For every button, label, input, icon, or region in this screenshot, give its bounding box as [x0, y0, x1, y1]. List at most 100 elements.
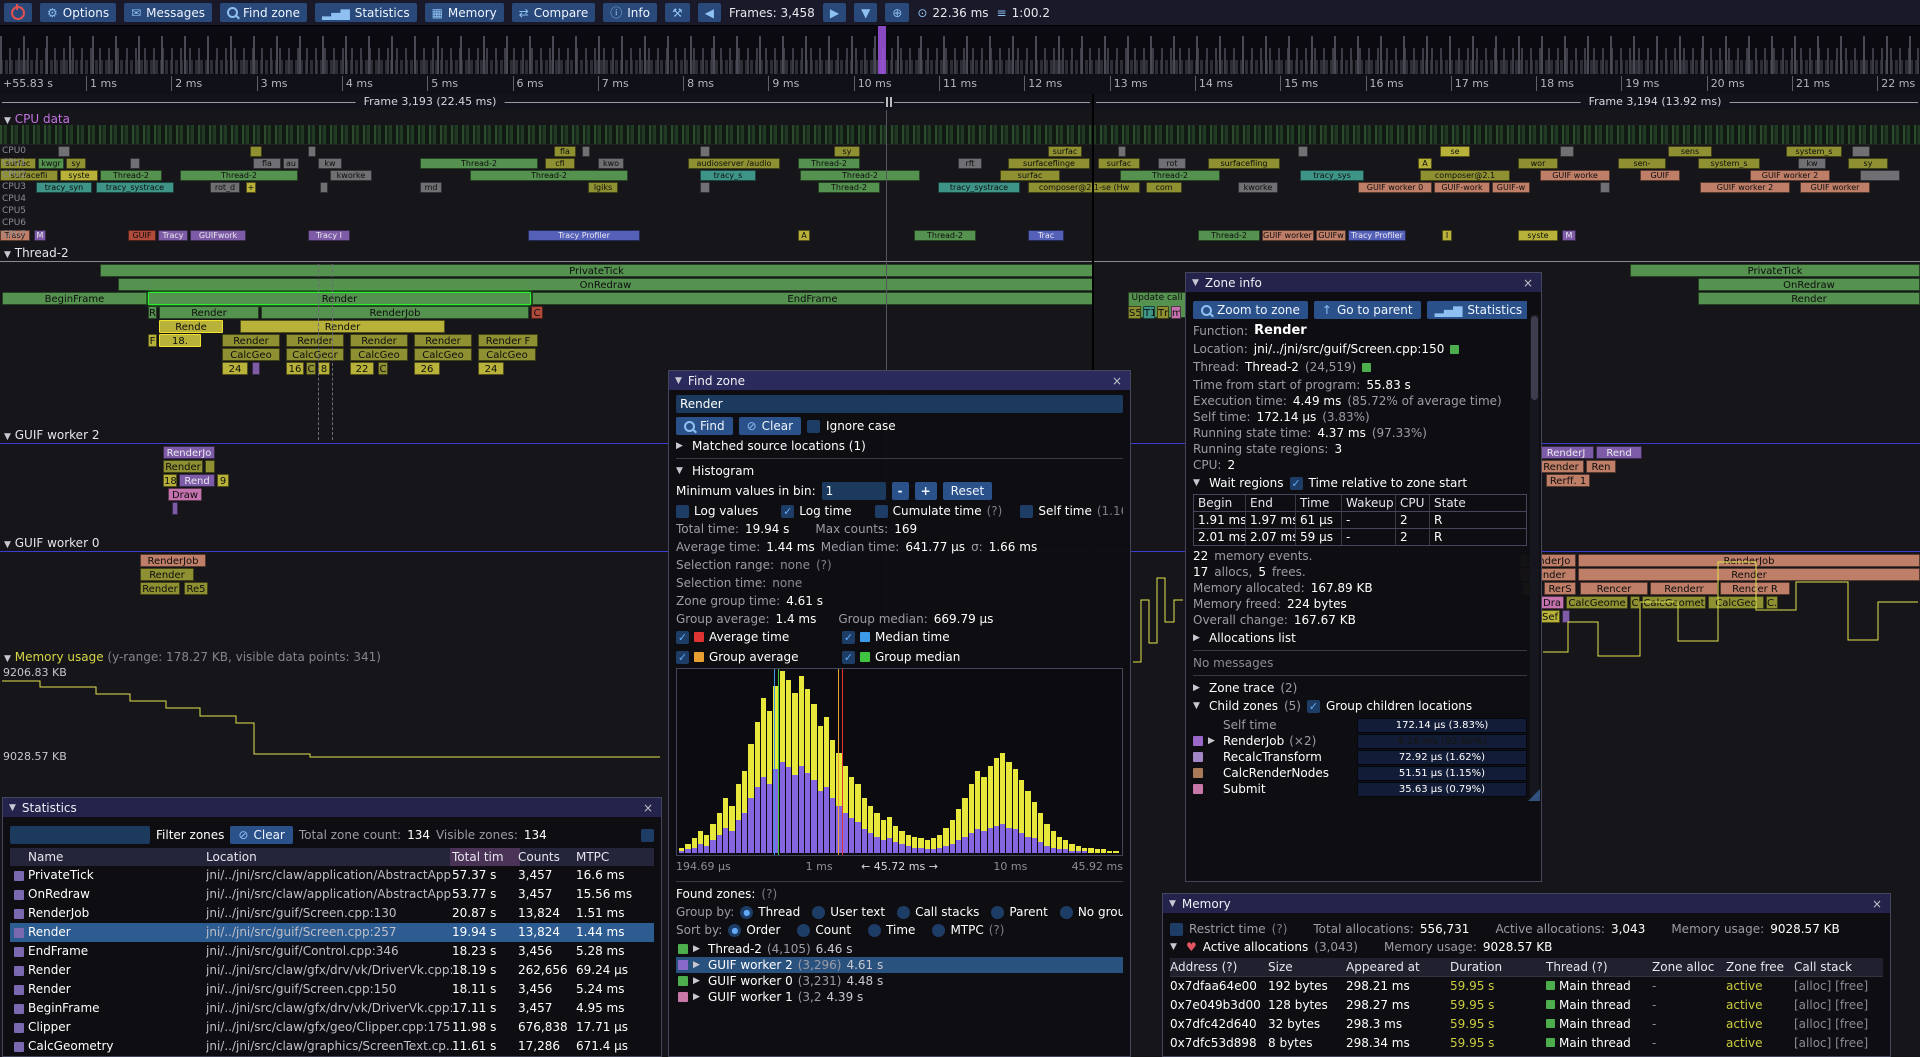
timeline-zone[interactable]: Render — [1698, 292, 1920, 305]
timeline-zone[interactable]: Render — [140, 568, 194, 581]
filter-input[interactable] — [10, 826, 150, 844]
cpu-zone[interactable]: Thread-2 — [420, 158, 538, 169]
allocation-row[interactable]: 0x7e049b3d00 128 bytes 298.27 ms 59.95 s… — [1170, 996, 1883, 1015]
histogram-bar[interactable] — [1075, 845, 1081, 853]
cpu-zone[interactable]: Thread-2 — [818, 182, 880, 193]
cpu-zone[interactable] — [250, 146, 262, 157]
allocation-row[interactable]: 0x7dfc42d640 32 bytes 298.3 ms 59.95 s M… — [1170, 1015, 1883, 1034]
histogram-bar[interactable] — [741, 771, 748, 853]
child-zone-row[interactable]: RecalcTransform 72.92 μs (1.62%) — [1193, 749, 1527, 765]
histogram-bar[interactable] — [899, 831, 905, 853]
checkbox[interactable] — [1020, 504, 1034, 518]
cpu-zone[interactable]: kw — [318, 158, 342, 169]
histogram-bar[interactable] — [930, 838, 937, 853]
cpu-zone[interactable] — [582, 146, 590, 157]
time-ruler[interactable]: +55.83 s 1 ms 2 ms 3 ms 4 ms 5 ms 6 ms 7 ms 8 m… — [0, 74, 1920, 95]
find-zone-button[interactable]: Find zone — [220, 3, 308, 22]
histogram-bar[interactable] — [1107, 851, 1113, 853]
histogram-bar[interactable] — [842, 765, 849, 853]
selected-frame-marker[interactable] — [878, 26, 886, 74]
histogram-bar[interactable] — [773, 685, 779, 853]
histogram-bar[interactable] — [968, 783, 974, 853]
frame-bar[interactable]: Frame 3,193 (22.45 ms) Frame 3,194 (13.9… — [0, 94, 1920, 110]
timeline-zone[interactable]: Re5 — [184, 582, 208, 595]
histogram-bar[interactable] — [861, 798, 867, 853]
column-address[interactable]: Address (?) — [1170, 960, 1238, 974]
tools-button[interactable]: ⚒ — [664, 3, 690, 22]
cpu-zone[interactable]: Tracy I — [308, 230, 350, 241]
timeline-zone[interactable]: 24 — [222, 362, 248, 375]
histogram-option-checkbox[interactable]: Self time (1.16%) — [1020, 504, 1123, 518]
allocation-row[interactable]: 0x7dfaa64e00 192 bytes 298.21 ms 59.95 s… — [1170, 977, 1883, 996]
histogram-bar[interactable] — [710, 823, 716, 853]
histogram-bar[interactable] — [1050, 831, 1056, 853]
histogram-bar[interactable] — [823, 716, 830, 853]
column-total-time[interactable]: Total tim — [450, 848, 520, 866]
checkbox[interactable] — [676, 504, 689, 518]
timeline-zone[interactable]: BeginFrame — [2, 292, 147, 305]
decrease-button[interactable]: - — [891, 482, 909, 500]
histogram-bar[interactable] — [811, 703, 817, 853]
cpu-zone[interactable]: GUIF worker 2 — [1700, 182, 1790, 193]
allocation-row[interactable]: 0x7dfc53d898 8 bytes 298.34 ms 59.95 s M… — [1170, 1034, 1883, 1053]
found-zone-group-row[interactable]: ▶ Thread-2 (4,105) 6.46 s — [676, 941, 1123, 957]
compare-button[interactable]: ⇄ Compare — [511, 3, 596, 22]
cpu-zone[interactable]: surfaceflinge — [1008, 158, 1090, 169]
collapse-icon[interactable]: ▼ — [1169, 898, 1176, 909]
cpu-zone[interactable]: kwgr — [38, 158, 64, 169]
timeline-zone[interactable]: 9 — [217, 474, 229, 487]
cpu-zone[interactable]: Thread-2 — [180, 170, 298, 181]
cpu-zone[interactable]: M — [34, 230, 46, 241]
histogram-toggle[interactable]: ▼ Histogram — [676, 464, 755, 478]
timeline-zone[interactable]: CalcGeo — [222, 348, 280, 361]
find-zone-histogram[interactable] — [676, 668, 1123, 856]
legend-checkbox[interactable]: ✓ Group average — [676, 650, 824, 664]
found-zone-group-row[interactable]: ▶ GUIF worker 0 (3,231) 4.48 s — [676, 973, 1123, 989]
timeline-zone[interactable]: C. — [1766, 596, 1778, 609]
cpu-zone[interactable]: tracy_systrace — [938, 182, 1020, 193]
histogram-bar[interactable] — [874, 812, 880, 853]
timeline-zone[interactable]: CalcGeor — [286, 348, 344, 361]
cpu-zone[interactable] — [58, 146, 70, 157]
histogram-bar[interactable] — [974, 771, 981, 853]
histogram-bar[interactable] — [691, 838, 697, 853]
timeline-zone[interactable]: Render — [163, 460, 203, 473]
cpu-zone[interactable]: Trac — [1028, 230, 1064, 241]
radio[interactable] — [1059, 905, 1073, 919]
column-call-stack[interactable]: Call stack — [1794, 960, 1853, 974]
active-allocations-toggle[interactable]: ▼ ♥ Active allocations (3,043) Memory us… — [1170, 940, 1553, 954]
found-zone-group-row[interactable]: ▶ GUIF worker 1 (3,2 4.39 s — [676, 989, 1123, 1005]
table-row[interactable]: BeginFrame jni/../jni/src/claw/gfx/drv/v… — [10, 999, 654, 1018]
table-row[interactable]: RenderJob jni/../jni/src/guif/Screen.cpp… — [10, 904, 654, 923]
histogram-bar[interactable] — [1063, 840, 1069, 853]
cpu-zone[interactable]: surfac — [1048, 146, 1082, 157]
cpu-zone[interactable]: GUIF-work — [1434, 182, 1490, 193]
table-row[interactable]: CalcGeometry jni/../jni/src/claw/graphic… — [10, 1037, 654, 1056]
restrict-time-checkbox[interactable] — [1170, 922, 1183, 936]
timeline-zone[interactable]: Render — [1578, 568, 1920, 581]
relative-time-checkbox[interactable]: ✓ — [1289, 476, 1303, 490]
table-row[interactable]: 1.91 ms 1.97 ms 61 μs -2 R — [1194, 512, 1526, 529]
histogram-bar[interactable] — [924, 840, 930, 853]
histogram-bar[interactable] — [1094, 849, 1100, 853]
sort-by-radio[interactable]: Count — [797, 923, 856, 937]
timeline-zone[interactable]: Sef — [1540, 610, 1560, 623]
cpu-zone[interactable]: GUIF — [128, 230, 156, 241]
goto-frame-button[interactable]: ⊕ — [885, 3, 910, 22]
collapse-icon[interactable]: ▼ — [675, 375, 682, 386]
timeline-zone[interactable]: CalcGeome — [1566, 596, 1628, 609]
cpu-zone[interactable] — [1298, 146, 1308, 157]
histogram-bar[interactable] — [754, 721, 760, 853]
timeline-zone[interactable]: m — [1171, 306, 1181, 319]
cpu-zone[interactable]: se — [1440, 146, 1470, 157]
cpu-zone[interactable]: Tracy Profiler — [528, 230, 640, 241]
table-row[interactable]: Clipper jni/../jni/src/claw/gfx/geo/Clip… — [10, 1018, 654, 1037]
radio[interactable]: ● — [728, 923, 742, 937]
expand-icon[interactable]: ▶ — [693, 960, 700, 970]
table-row[interactable]: PrivateTick jni/../jni/src/claw/applicat… — [10, 866, 654, 885]
histogram-bar[interactable] — [786, 680, 792, 853]
timeline-zone[interactable]: PrivateTick — [1630, 264, 1920, 277]
timeline-zone[interactable]: Render — [140, 582, 180, 595]
cpu-zone[interactable]: composer@2.1-se (Hw — [1028, 182, 1140, 193]
table-header[interactable]: Address (?) Size Appeared at Duration Th… — [1170, 958, 1883, 977]
